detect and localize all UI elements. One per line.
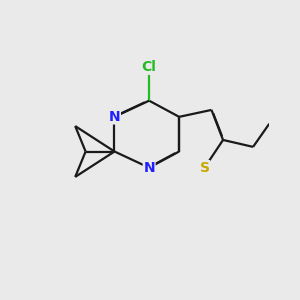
Text: N: N	[143, 161, 155, 175]
Text: S: S	[200, 161, 210, 175]
Text: N: N	[109, 110, 120, 124]
Text: Cl: Cl	[142, 60, 157, 74]
